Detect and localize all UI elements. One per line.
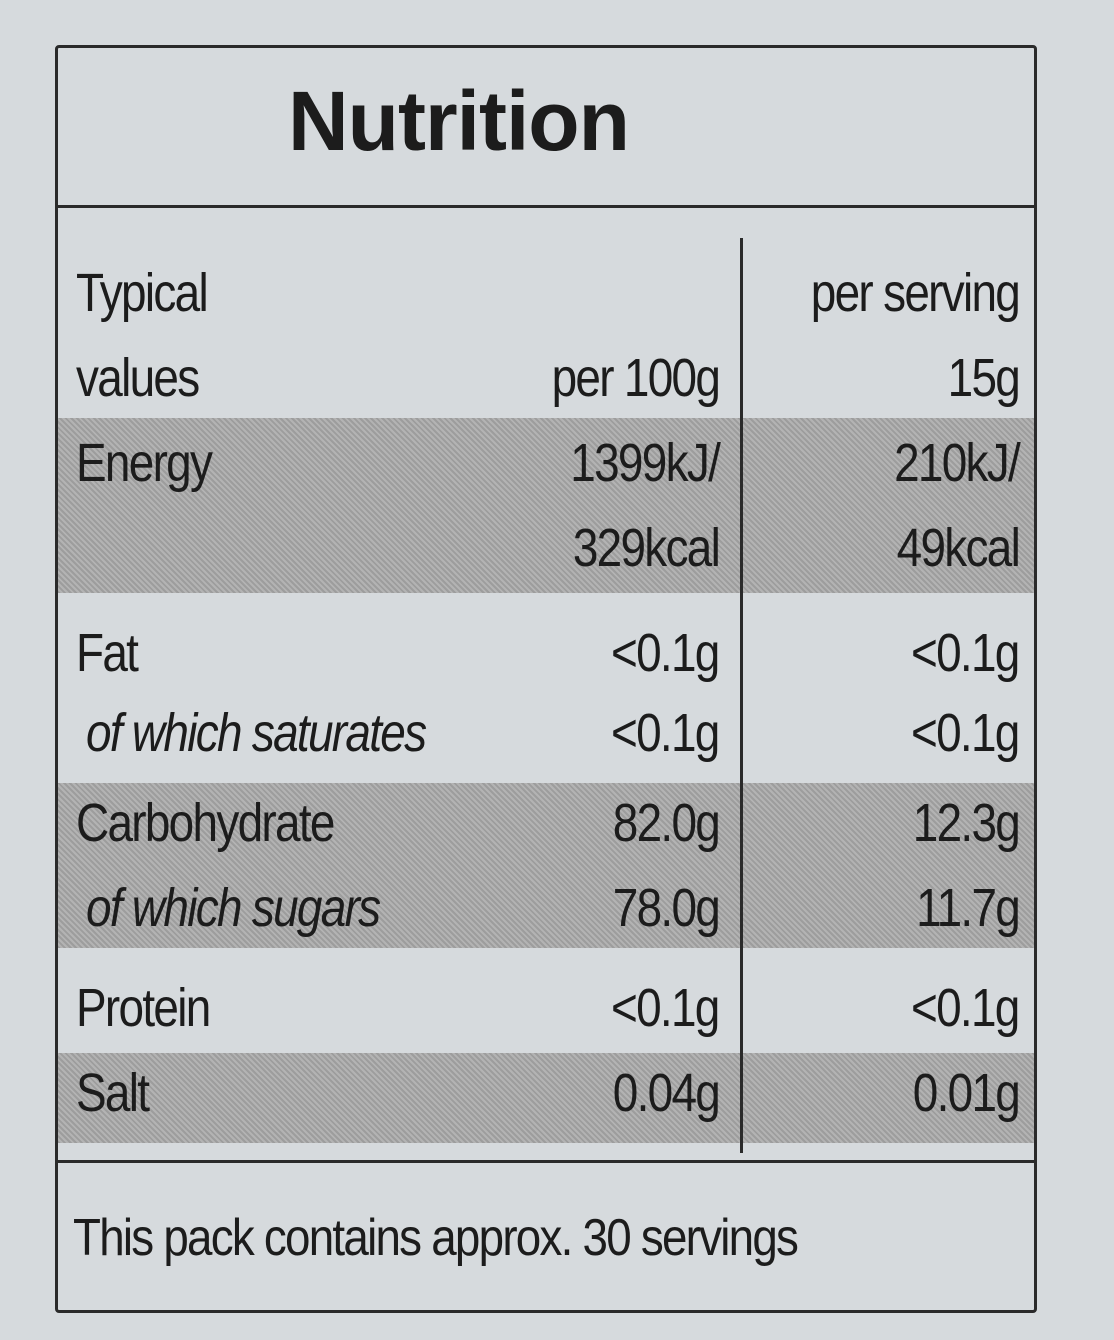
divider bbox=[58, 1160, 1034, 1163]
divider bbox=[58, 205, 1034, 208]
header-label: Typical bbox=[76, 263, 209, 323]
row-label: of which saturates bbox=[86, 703, 427, 763]
row-value: 1399kJ/ bbox=[570, 433, 721, 493]
shaded-band bbox=[58, 783, 1034, 948]
row-value: 210kJ/ bbox=[893, 433, 1021, 493]
nutrition-label: Nutrition This pack contains approx. 30 … bbox=[55, 45, 1037, 1313]
row-label: Fat bbox=[76, 623, 139, 683]
row-value: <0.1g bbox=[911, 623, 1020, 683]
row-value: 0.04g bbox=[612, 1063, 721, 1123]
row-value: 0.01g bbox=[912, 1063, 1021, 1123]
row-value: <0.1g bbox=[611, 703, 720, 763]
row-value: 329kcal bbox=[572, 518, 721, 578]
row-value: <0.1g bbox=[911, 703, 1020, 763]
column-divider bbox=[740, 238, 743, 1153]
footer: This pack contains approx. 30 servings bbox=[73, 1209, 799, 1267]
row-value: <0.1g bbox=[911, 978, 1020, 1038]
row-label: Carbohydrate bbox=[76, 793, 335, 853]
row-value: 12.3g bbox=[912, 793, 1021, 853]
row-value: 49kcal bbox=[896, 518, 1021, 578]
row-value: 11.7g bbox=[916, 878, 1021, 938]
row-label: of which sugars bbox=[86, 878, 381, 938]
column-header: per 100g bbox=[551, 348, 720, 408]
title: Nutrition bbox=[288, 74, 630, 168]
row-label: Energy bbox=[76, 433, 213, 493]
row-label: Salt bbox=[76, 1063, 150, 1123]
shaded-band bbox=[58, 1053, 1034, 1143]
header-label: values bbox=[76, 348, 200, 408]
column-header: 15g bbox=[947, 348, 1021, 408]
shaded-band bbox=[58, 418, 1034, 593]
column-header: per serving bbox=[810, 263, 1021, 323]
row-value: 78.0g bbox=[612, 878, 721, 938]
row-label: Protein bbox=[76, 978, 211, 1038]
row-value: <0.1g bbox=[611, 978, 720, 1038]
row-value: 82.0g bbox=[612, 793, 721, 853]
row-value: <0.1g bbox=[611, 623, 720, 683]
